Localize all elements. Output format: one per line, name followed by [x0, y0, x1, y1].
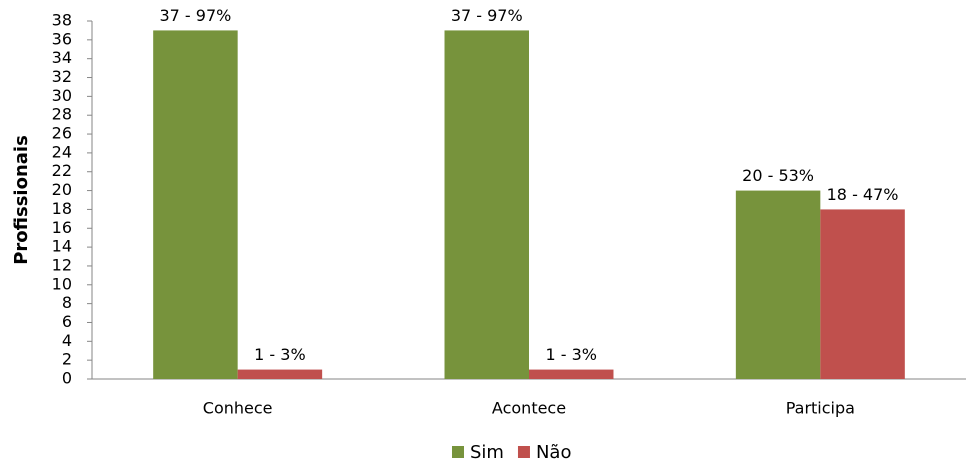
y-tick-label: 34 [52, 48, 72, 67]
y-tick-label: 4 [62, 331, 72, 350]
x-tick-label: Participa [786, 399, 855, 418]
y-tick-label: 28 [52, 105, 72, 124]
value-label: 37 - 97% [159, 6, 231, 25]
bar [153, 30, 238, 380]
bar [444, 30, 529, 380]
legend-marker [517, 446, 530, 458]
legend-marker [452, 446, 464, 458]
y-tick-label: 0 [62, 369, 72, 388]
y-tick-label: 30 [52, 86, 72, 105]
bar [820, 209, 905, 379]
y-tick-label: 20 [52, 180, 72, 199]
legend-label: Sim [470, 442, 504, 463]
legend-label: Não [536, 442, 572, 463]
bar [735, 190, 821, 379]
x-tick-label: Acontece [492, 399, 566, 418]
value-label: 20 - 53% [742, 166, 814, 185]
y-tick-label: 24 [52, 142, 72, 161]
y-tick-label: 6 [62, 312, 72, 331]
value-label: 1 - 3% [254, 345, 306, 364]
y-tick-label: 14 [52, 237, 72, 256]
y-tick-label: 26 [52, 124, 72, 143]
y-tick-label: 18 [52, 199, 72, 218]
value-label: 1 - 3% [545, 345, 597, 364]
y-tick-label: 16 [52, 218, 72, 237]
y-tick-label: 10 [52, 274, 72, 293]
y-tick-label: 32 [52, 67, 72, 86]
value-label: 37 - 97% [451, 6, 523, 25]
y-tick-label: 36 [52, 29, 72, 48]
y-tick-label: 8 [62, 293, 72, 312]
y-tick-label: 12 [52, 255, 72, 274]
y-tick-label: 22 [52, 161, 72, 180]
bar [237, 369, 323, 379]
y-axis-label: Profissionais [11, 135, 32, 265]
value-label: 18 - 47% [827, 185, 899, 204]
y-tick-label: 2 [62, 350, 72, 369]
y-tick-label: 38 [52, 11, 72, 30]
bar [529, 369, 614, 379]
x-tick-label: Conhece [203, 399, 273, 418]
